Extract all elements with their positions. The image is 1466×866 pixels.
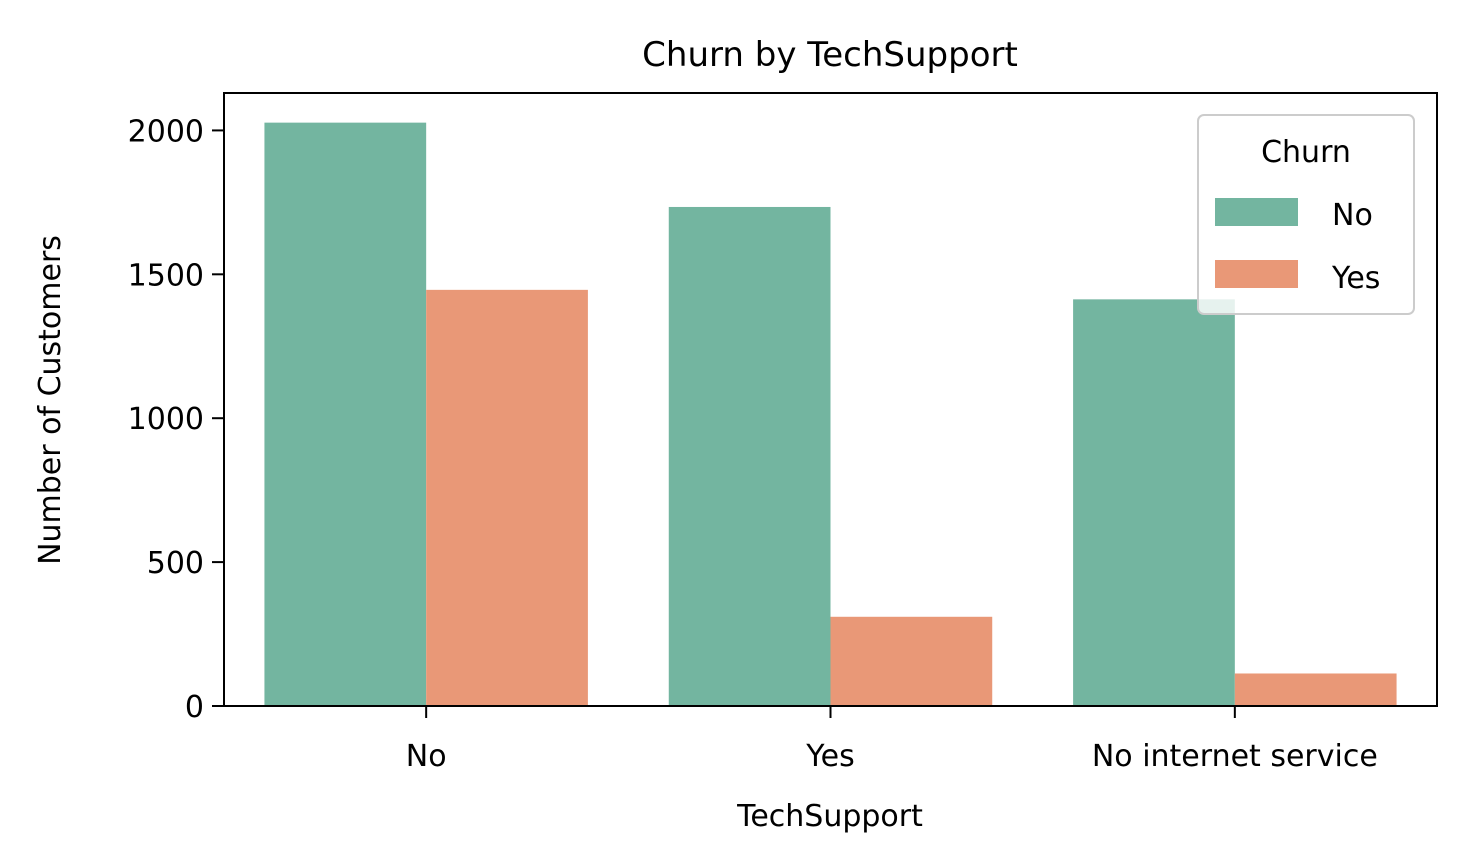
x-tick-label: No	[406, 739, 447, 774]
x-axis-label: TechSupport	[736, 799, 923, 834]
legend-label-no: No	[1332, 198, 1373, 233]
y-axis-label: Number of Customers	[33, 235, 68, 565]
y-tick-label: 2000	[128, 114, 204, 149]
x-tick-label: No internet service	[1092, 739, 1378, 774]
y-tick-label: 1500	[128, 258, 204, 293]
legend-swatch-yes	[1215, 260, 1298, 288]
y-tick-label: 1000	[128, 402, 204, 437]
y-axis: 0 500 1000 1500 2000	[128, 114, 224, 725]
x-tick-label: Yes	[805, 739, 854, 774]
x-axis: No Yes No internet service	[406, 706, 1378, 774]
legend: Churn No Yes	[1197, 114, 1415, 315]
bar-yes-1	[830, 616, 993, 706]
y-tick-label: 0	[185, 690, 204, 725]
bar-no-2	[1073, 299, 1235, 706]
bar-yes-2	[1234, 673, 1397, 706]
y-tick-label: 500	[147, 546, 204, 581]
bar-yes-0	[426, 289, 588, 706]
legend-swatch-no	[1215, 198, 1298, 226]
legend-title: Churn	[1261, 135, 1351, 170]
bars-layer	[264, 122, 1397, 707]
bar-no-0	[264, 122, 427, 707]
bar-no-1	[668, 206, 831, 707]
legend-label-yes: Yes	[1331, 261, 1380, 296]
chart-title: Churn by TechSupport	[642, 35, 1018, 75]
